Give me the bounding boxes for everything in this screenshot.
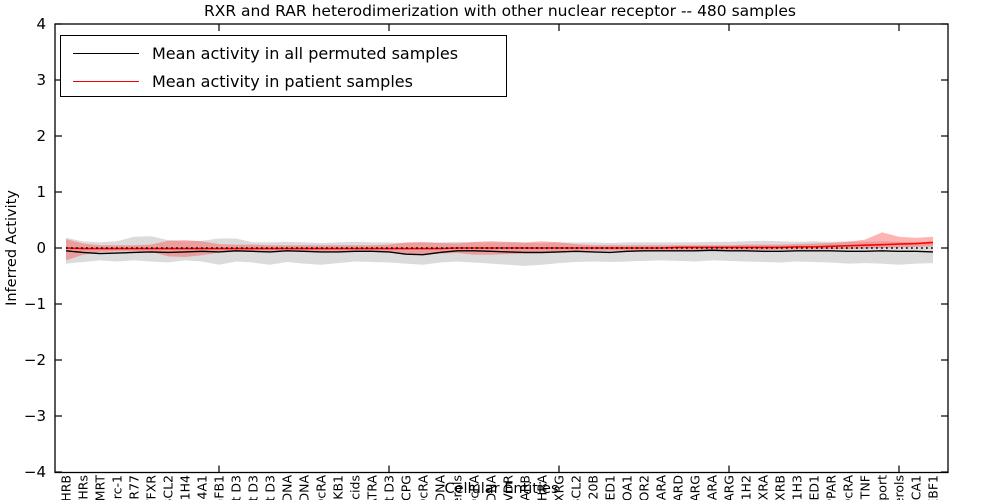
legend-label-permuted: Mean activity in all permuted samples — [152, 43, 459, 63]
x-category-label: mol:9cRA — [467, 475, 482, 500]
x-category-label: RARs/VDR/DNA/Vit D3 — [246, 475, 261, 500]
x-category-label: PPARD — [671, 475, 686, 500]
x-category-label: RPS6KB1 — [331, 475, 346, 500]
x-category-label: NR4A1 — [195, 475, 210, 500]
x-category-label: NCOR2 — [637, 475, 652, 500]
y-tick-label: 4 — [36, 15, 46, 33]
x-category-label: FAM120B — [586, 475, 601, 500]
y-tick-label: −2 — [24, 351, 46, 369]
x-category-label: ABCA1 — [909, 475, 924, 500]
x-category-label: mol:Oxysterols — [450, 475, 465, 500]
x-category-label: NCOA1 — [620, 475, 635, 500]
x-category-label: NR1H4 — [178, 475, 193, 500]
x-category-label: RXRs/RXRs/DNA/9cRA — [416, 475, 431, 500]
x-category-label: THRA — [535, 475, 550, 500]
y-tick-label: 1 — [36, 183, 46, 201]
x-category-label: MED1 — [603, 475, 618, 500]
x-axis-label: Cellular Entities — [444, 481, 559, 497]
x-category-label: RARG — [722, 475, 737, 500]
x-category-label: BCL2 — [569, 475, 584, 500]
legend-box: Mean activity in all permuted samples Me… — [60, 35, 507, 97]
x-category-label: TNF — [858, 475, 873, 500]
x-category-label: RXRs/FXR/9cRA/MED1 — [807, 475, 822, 500]
x-category-label: RXRs/PPAR — [824, 475, 839, 500]
x-category-label: THRB — [59, 475, 74, 500]
x-category-label: RARs/THRs/DNA/SMRT — [93, 475, 108, 500]
x-category-label: TGFB1 — [212, 475, 227, 500]
x-category-label: NR1H3 — [790, 475, 805, 500]
y-tick-label: −3 — [24, 407, 46, 425]
x-category-label: RXRs/NUR77/BCL2 — [161, 475, 176, 500]
x-category-label: RARA — [705, 475, 720, 500]
x-category-label: mol:Vit D3 — [382, 475, 397, 500]
x-category-label: RXRs/LXRs/DNA — [433, 475, 448, 500]
x-category-label: NR1H2 — [739, 475, 754, 500]
x-category-label: RXRs/FXR — [144, 475, 159, 500]
y-tick-label: −1 — [24, 295, 46, 313]
legend-label-patient: Mean activity in patient samples — [152, 71, 413, 91]
x-category-label: SREBF1 — [926, 475, 941, 500]
x-category-label: PPARG — [688, 475, 703, 500]
x-category-label: RXRs/NUR77 — [127, 475, 142, 500]
x-category-label: RXRs/LXRs/DNA/Oxysterols — [892, 475, 907, 500]
x-category-label: cholesterol transport — [875, 475, 890, 500]
y-tick-label: 0 — [36, 239, 46, 257]
x-category-label: VDR — [501, 475, 516, 500]
x-category-label: RXRs/PPAR/9cRA/PGJ2/DNA — [297, 475, 312, 500]
x-category-label: RARs/RARs/DNA/9cRA — [314, 475, 329, 500]
x-category-label: RXRs/VDR/DNA/Vit D3 — [229, 475, 244, 500]
x-category-label: mol:Bile acids — [348, 475, 363, 500]
permuted-line-swatch — [73, 52, 139, 54]
x-category-label: PPARA — [654, 475, 669, 500]
patient-mean-line — [65, 241, 934, 250]
x-category-label: RXRG — [552, 475, 567, 500]
legend-entry-patient: Mean activity in patient samples — [61, 67, 413, 95]
y-axis-label: Inferred Activity — [4, 190, 20, 306]
patient-line-swatch — [73, 80, 139, 82]
patient-confidence-band — [66, 232, 933, 261]
x-category-label: RXRA — [756, 475, 771, 500]
x-category-label: mol:ATRA — [365, 475, 380, 500]
y-tick-label: 2 — [36, 127, 46, 145]
y-tick-label: −4 — [24, 463, 46, 481]
legend-entry-permuted: Mean activity in all permuted samples — [61, 39, 458, 67]
x-category-label: VDR/VDR/Vit D3 — [263, 475, 278, 500]
permuted-mean-line — [65, 249, 934, 256]
x-category-label: VDR/Vit D3/DNA — [280, 475, 295, 500]
x-category-label: RARs/THRs/DNA/Src-1 — [110, 475, 125, 500]
x-category-label: RARs/THRs — [76, 475, 91, 500]
y-tick-label: 3 — [36, 71, 46, 89]
x-category-label: RXRB — [773, 475, 788, 500]
x-category-label: VDR/VDR/DNA — [484, 475, 499, 500]
x-category-label: RARB — [518, 475, 533, 500]
x-category-label: RXRs/LXRs/DNA/9cRA — [841, 475, 856, 500]
x-category-label: RXR alpha/CCPG — [399, 475, 414, 500]
chart-title: RXR and RAR heterodimerization with othe… — [203, 2, 797, 20]
